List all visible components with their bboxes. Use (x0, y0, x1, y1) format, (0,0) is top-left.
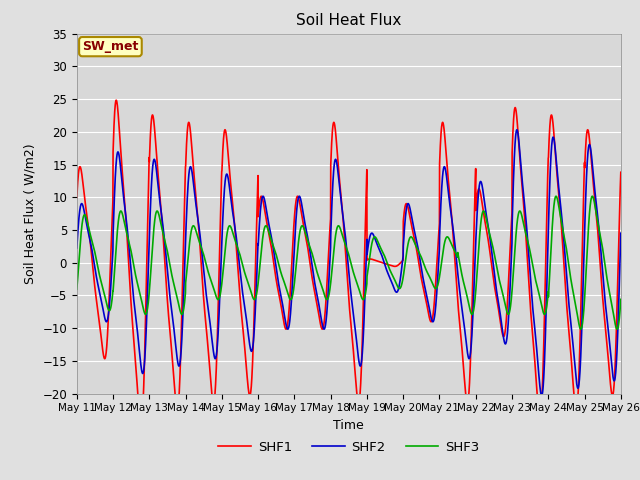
SHF1 (607, 381, 614, 387)
SHF2 (282, 318, 289, 324)
SHF1 (305, 256, 313, 262)
Legend: SHF1, SHF2, SHF3: SHF1, SHF2, SHF3 (213, 435, 484, 459)
SHF1 (282, 326, 290, 332)
SHF1 (73, 194, 81, 200)
SHF3 (282, 283, 289, 288)
Line: SHF2: SHF2 (77, 130, 621, 396)
SHF1 (135, 408, 143, 414)
SHF3 (613, 326, 621, 332)
SHF3 (135, 286, 143, 292)
SHF3 (167, 269, 175, 275)
SHF2 (617, 230, 625, 236)
SHF3 (548, 237, 556, 242)
SHF2 (305, 242, 313, 248)
Title: Soil Heat Flux: Soil Heat Flux (296, 13, 401, 28)
SHF2 (538, 393, 545, 398)
SHF2 (135, 342, 143, 348)
Text: SW_met: SW_met (83, 40, 139, 53)
SHF3 (73, 286, 81, 292)
SHF3 (617, 297, 625, 302)
SHF3 (552, 193, 560, 199)
SHF1 (617, 169, 625, 175)
SHF2 (167, 303, 175, 309)
Line: SHF3: SHF3 (77, 196, 621, 329)
SHF1 (113, 97, 120, 103)
SHF2 (513, 127, 521, 132)
SHF1 (137, 422, 145, 428)
SHF1 (548, 113, 556, 119)
SHF3 (305, 241, 313, 247)
SHF2 (73, 245, 81, 251)
SHF2 (548, 141, 556, 146)
SHF1 (168, 346, 175, 351)
SHF3 (607, 293, 614, 299)
SHF2 (607, 349, 614, 355)
Y-axis label: Soil Heat Flux ( W/m2): Soil Heat Flux ( W/m2) (24, 144, 36, 284)
Line: SHF1: SHF1 (77, 100, 621, 425)
X-axis label: Time: Time (333, 419, 364, 432)
